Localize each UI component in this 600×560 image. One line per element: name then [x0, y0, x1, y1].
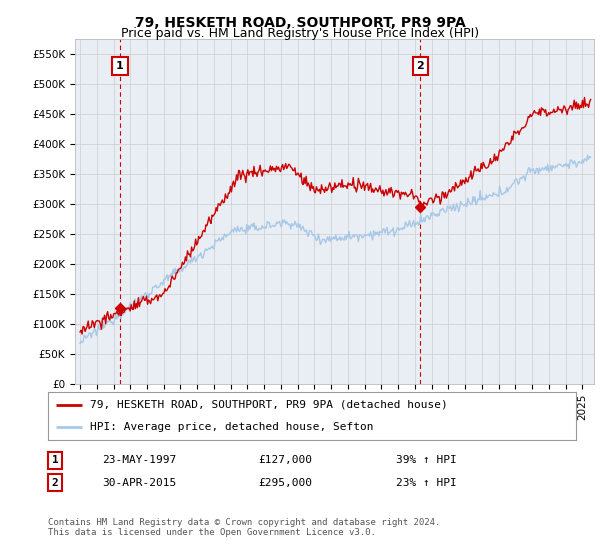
Text: 2: 2 — [52, 478, 59, 488]
Text: 23% ↑ HPI: 23% ↑ HPI — [396, 478, 457, 488]
Text: £295,000: £295,000 — [258, 478, 312, 488]
Text: 79, HESKETH ROAD, SOUTHPORT, PR9 9PA (detached house): 79, HESKETH ROAD, SOUTHPORT, PR9 9PA (de… — [90, 400, 448, 410]
Text: 23-MAY-1997: 23-MAY-1997 — [102, 455, 176, 465]
Text: 1: 1 — [116, 61, 124, 71]
Text: £127,000: £127,000 — [258, 455, 312, 465]
Text: 79, HESKETH ROAD, SOUTHPORT, PR9 9PA: 79, HESKETH ROAD, SOUTHPORT, PR9 9PA — [134, 16, 466, 30]
Text: 39% ↑ HPI: 39% ↑ HPI — [396, 455, 457, 465]
Text: 30-APR-2015: 30-APR-2015 — [102, 478, 176, 488]
Text: Price paid vs. HM Land Registry's House Price Index (HPI): Price paid vs. HM Land Registry's House … — [121, 27, 479, 40]
Text: HPI: Average price, detached house, Sefton: HPI: Average price, detached house, Seft… — [90, 422, 374, 432]
Text: 1: 1 — [52, 455, 59, 465]
Text: 2: 2 — [416, 61, 424, 71]
Text: Contains HM Land Registry data © Crown copyright and database right 2024.
This d: Contains HM Land Registry data © Crown c… — [48, 518, 440, 538]
